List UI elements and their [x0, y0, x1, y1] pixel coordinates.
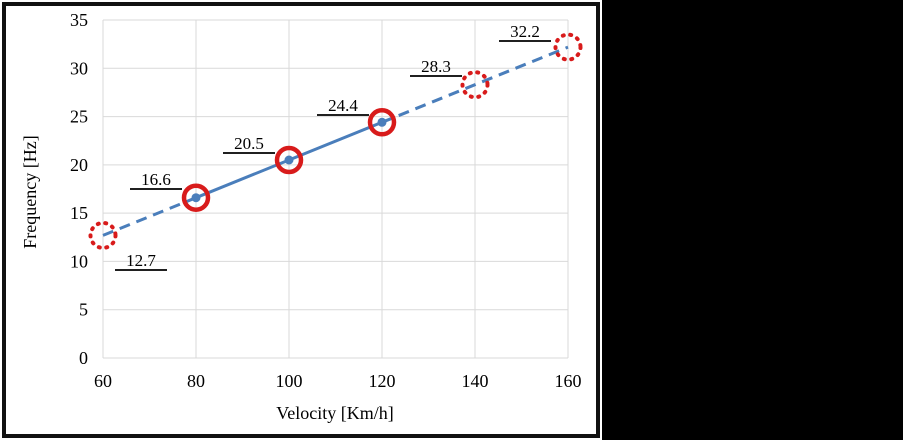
gridlines — [102, 19, 569, 359]
dotted-red-circle-60 — [88, 220, 118, 250]
dotted-red-circle-160 — [553, 32, 583, 62]
x-axis-title: Velocity [Km/h] — [276, 403, 393, 423]
series-dashed-segment-left — [102, 196, 197, 237]
x-tick-140: 140 — [462, 371, 489, 391]
y-tick-25: 25 — [70, 107, 88, 127]
y-tick-0: 0 — [79, 348, 88, 368]
data-label-60: 12.7 — [126, 251, 156, 270]
y-tick-20: 20 — [70, 155, 88, 175]
y-axis-tick-labels: 35 30 25 20 15 10 5 0 — [70, 10, 88, 368]
data-label-160: 32.2 — [510, 22, 540, 41]
solid-red-circle-80 — [181, 183, 211, 212]
y-tick-5: 5 — [79, 300, 88, 320]
marker-80 — [191, 193, 201, 203]
marker-100 — [284, 155, 294, 165]
y-axis-title: Frequency [Hz] — [20, 135, 40, 248]
x-tick-60: 60 — [94, 371, 112, 391]
data-label-120: 24.4 — [328, 96, 358, 115]
x-tick-120: 120 — [369, 371, 396, 391]
x-axis-tick-labels: 60 80 100 120 140 160 — [94, 371, 582, 391]
x-tick-80: 80 — [187, 371, 205, 391]
solid-red-circle-120 — [367, 108, 397, 137]
y-tick-35: 35 — [70, 10, 88, 30]
dotted-red-circle-140 — [460, 70, 490, 100]
x-tick-160: 160 — [555, 371, 582, 391]
series-markers — [191, 117, 387, 203]
marker-120 — [377, 117, 387, 127]
data-label-80: 16.6 — [141, 170, 171, 189]
solid-red-circle-100 — [274, 145, 304, 175]
series-line — [102, 45, 569, 237]
y-tick-30: 30 — [70, 58, 88, 78]
y-tick-15: 15 — [70, 203, 88, 223]
x-tick-100: 100 — [276, 371, 303, 391]
data-labels: 12.7 16.6 20.5 24.4 28.3 32.2 — [115, 22, 551, 271]
y-tick-10: 10 — [70, 251, 88, 271]
line-chart: 12.7 16.6 20.5 24.4 28.3 32.2 35 30 25 2… — [20, 10, 583, 423]
chart-figure: 12.7 16.6 20.5 24.4 28.3 32.2 35 30 25 2… — [0, 0, 602, 440]
series-dashed-segment-right — [381, 45, 569, 124]
data-label-140: 28.3 — [421, 57, 451, 76]
red-circle-annotations — [88, 32, 583, 250]
data-label-100: 20.5 — [234, 134, 264, 153]
